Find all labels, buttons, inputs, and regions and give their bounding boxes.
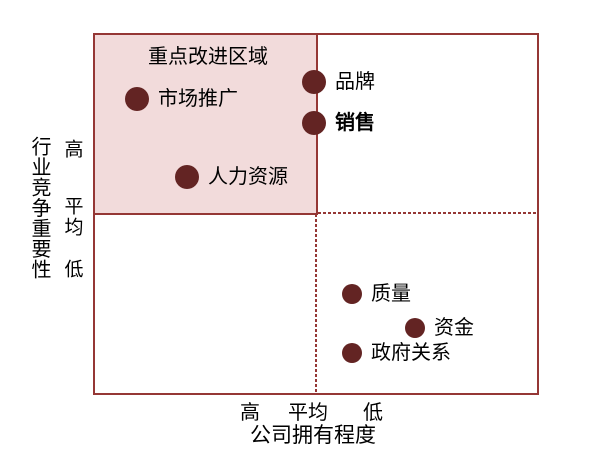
y-tick-label: 低 — [61, 259, 84, 280]
y-tick-label: 平均 — [61, 196, 84, 238]
data-point-dot — [342, 343, 362, 363]
highlight-region — [95, 35, 318, 215]
data-point-dot — [175, 165, 199, 189]
annotation-label: 重点改进区域 — [148, 44, 268, 68]
data-point-dot — [405, 318, 425, 338]
data-point-label: 人力资源 — [208, 164, 288, 189]
y-tick-label: 高 — [61, 139, 84, 160]
data-point-label: 销售 — [335, 110, 375, 135]
data-point-label: 政府关系 — [371, 340, 451, 365]
data-point-dot — [342, 284, 362, 304]
data-point-label: 品牌 — [335, 69, 375, 94]
data-point-dot — [125, 87, 149, 111]
data-point-dot — [302, 111, 326, 135]
data-point-label: 市场推广 — [158, 86, 238, 111]
data-point-label: 资金 — [434, 315, 474, 340]
x-axis-title: 公司拥有程度 — [250, 423, 376, 447]
average-divider-vertical — [315, 214, 317, 394]
x-tick-label: 平均 — [288, 400, 328, 424]
data-point-dot — [302, 70, 326, 94]
average-divider-horizontal — [318, 212, 538, 214]
x-tick-label: 高 — [240, 400, 260, 424]
data-point-label: 质量 — [371, 281, 411, 306]
y-axis-title: 行业竞争重要性 — [28, 136, 52, 280]
x-tick-label: 低 — [363, 400, 383, 424]
